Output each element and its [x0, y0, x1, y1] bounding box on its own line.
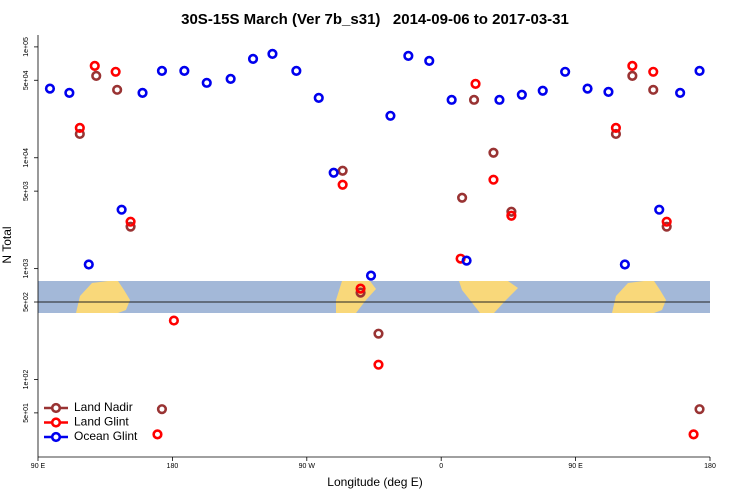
y-tick-label: 5e+02: [23, 292, 30, 312]
y-tick-label: 1e+02: [23, 370, 30, 390]
x-tick-label: 180: [704, 463, 716, 470]
x-tick-label: 0: [439, 463, 443, 470]
marker: [337, 179, 348, 190]
marker: [654, 204, 665, 215]
marker: [137, 87, 148, 98]
marker: [385, 110, 396, 121]
marker: [247, 53, 259, 64]
marker: [156, 65, 168, 76]
marker: [661, 216, 672, 227]
y-tick-label: 1e+04: [23, 148, 30, 168]
land-shape: [336, 281, 376, 313]
x-axis-label: Longitude (deg E): [327, 475, 422, 489]
marker: [337, 165, 348, 176]
legend-marker: [50, 402, 62, 414]
marker: [582, 83, 593, 94]
land-shape: [612, 281, 666, 313]
x-tick-label: 90 E: [31, 463, 46, 470]
marker: [516, 89, 527, 100]
marker: [468, 94, 480, 105]
y-tick-label: 1e+05: [23, 37, 30, 57]
marker: [648, 66, 659, 77]
map-band: [38, 281, 710, 313]
marker: [694, 65, 705, 76]
marker: [74, 128, 85, 140]
marker: [152, 429, 163, 440]
marker: [610, 122, 622, 133]
marker: [83, 259, 94, 270]
y-tick-label: 5e+03: [23, 181, 30, 201]
marker: [201, 77, 212, 88]
legend-marker: [50, 417, 62, 428]
marker: [627, 60, 638, 71]
marker: [225, 73, 236, 84]
marker: [355, 287, 366, 298]
marker: [424, 55, 435, 66]
marker: [627, 70, 638, 81]
marker: [313, 92, 324, 103]
marker: [64, 87, 75, 98]
y-tick-label: 5e+04: [23, 70, 30, 90]
marker: [125, 216, 136, 227]
marker: [694, 404, 705, 415]
marker: [603, 86, 614, 97]
marker: [91, 70, 102, 81]
land-shape: [76, 281, 130, 313]
marker: [648, 84, 659, 95]
marker: [125, 221, 136, 232]
marker: [365, 270, 377, 281]
marker: [156, 404, 168, 415]
marker: [74, 122, 85, 133]
marker: [373, 328, 384, 339]
marker: [470, 78, 481, 89]
marker: [488, 147, 499, 158]
legend-label: Ocean Glint: [74, 429, 138, 443]
marker: [675, 87, 686, 98]
ocean-band: [38, 281, 710, 313]
marker: [506, 210, 517, 221]
marker: [403, 50, 414, 61]
marker: [457, 192, 468, 203]
legend-label: Land Glint: [74, 415, 129, 429]
marker: [560, 66, 571, 77]
legend-label: Land Nadir: [74, 400, 133, 414]
marker: [494, 94, 505, 105]
marker: [610, 128, 622, 140]
marker: [328, 167, 339, 178]
marker: [89, 60, 100, 71]
marker: [116, 204, 127, 215]
marker: [168, 315, 179, 326]
land-shape: [459, 281, 518, 313]
marker: [44, 83, 56, 94]
x-tick-label: 90 W: [299, 463, 316, 470]
chart-title: 30S-15S March (Ver 7b_s31) 2014-09-06 to…: [181, 11, 569, 28]
marker: [112, 84, 123, 95]
marker: [688, 429, 699, 440]
y-axis-label: N Total: [0, 226, 14, 263]
marker: [373, 359, 384, 370]
marker: [488, 174, 499, 185]
y-tick-label: 5e+01: [23, 403, 30, 423]
marker: [461, 255, 472, 266]
y-tick-label: 1e+03: [23, 259, 30, 279]
marker: [110, 66, 121, 77]
marker: [291, 65, 302, 76]
marker: [446, 94, 457, 105]
marker: [619, 259, 630, 270]
x-tick-label: 90 E: [568, 463, 583, 470]
marker: [355, 283, 366, 294]
marker: [506, 206, 517, 217]
x-tick-label: 180: [167, 463, 179, 470]
marker: [537, 85, 548, 96]
legend-marker: [50, 431, 62, 443]
marker: [179, 65, 190, 76]
marker: [267, 48, 278, 59]
marker: [661, 221, 672, 232]
